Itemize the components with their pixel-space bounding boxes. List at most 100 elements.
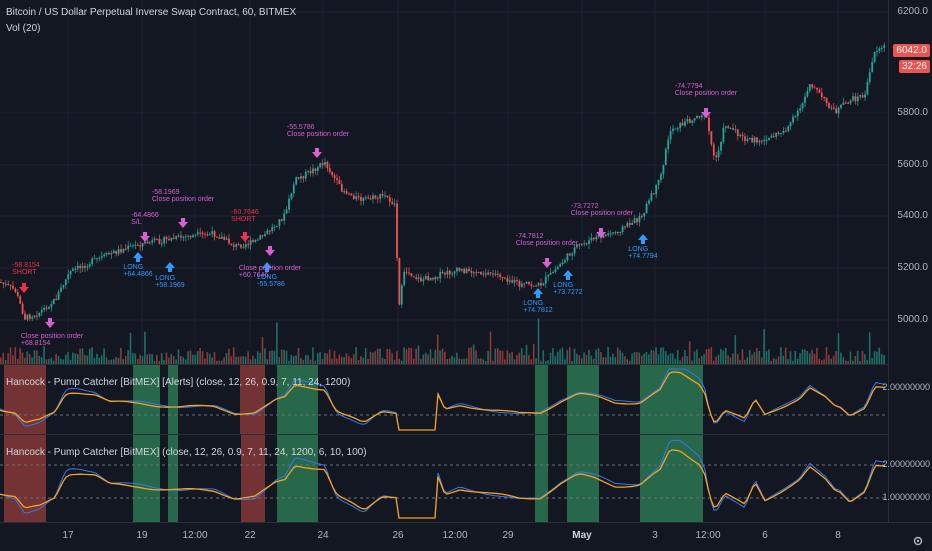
candle-body	[324, 162, 326, 166]
volume-bar	[2, 352, 5, 364]
short-arrow-icon	[19, 283, 29, 293]
stop-loss-annotation: -64.4866 S/L	[131, 212, 159, 226]
green-signal-zone	[567, 365, 599, 434]
pane-separator[interactable]	[0, 364, 889, 365]
volume-bar	[813, 353, 816, 364]
candle-body	[763, 140, 766, 142]
candle-body	[98, 257, 101, 259]
close-arrow-icon	[701, 108, 711, 118]
volume-bar	[847, 360, 849, 364]
candle-body	[372, 195, 374, 200]
volume-bar	[568, 347, 571, 364]
candle-body	[134, 244, 137, 246]
volume-bar	[254, 358, 257, 364]
candle-body	[103, 254, 106, 257]
candle-body	[21, 303, 24, 314]
volume-bar	[134, 353, 137, 364]
volume-bar	[372, 352, 374, 364]
volume-bar	[626, 359, 629, 364]
close-annotation: Close position order +68.8154	[20, 333, 84, 347]
time-label: 3	[652, 530, 658, 541]
volume-bar	[823, 359, 825, 364]
candle-body	[52, 298, 55, 305]
candle-body	[9, 284, 12, 286]
time-label: 29	[502, 530, 514, 541]
candle-body	[664, 149, 667, 165]
volume-bar	[748, 350, 751, 364]
volume-bar	[156, 354, 158, 364]
candle-body	[206, 234, 209, 236]
candle-body	[849, 100, 852, 104]
indicator-chart-2[interactable]	[0, 435, 889, 522]
indicator-pane-2[interactable]: Hancock - Pump Catcher [BitMEX] (close, …	[0, 435, 932, 522]
volume-bar	[712, 360, 715, 364]
volume-bar	[520, 348, 523, 364]
candle-body	[696, 115, 698, 119]
short-arrow-icon	[240, 232, 250, 242]
candle-body	[727, 126, 730, 129]
candle-body	[832, 107, 835, 109]
candle-body	[686, 119, 689, 122]
volume-bar	[331, 358, 333, 364]
time-axis[interactable]: 17 19 12:00 22 24 26 12:00 29 May 3 12:0…	[0, 522, 932, 551]
candle-body	[837, 107, 840, 114]
candle-body	[144, 241, 146, 244]
candle-body	[554, 269, 557, 272]
volume-bar	[408, 347, 410, 364]
volume-bar	[547, 360, 549, 364]
volume-bar	[597, 348, 600, 364]
volume-bar	[446, 359, 449, 364]
candle-body	[739, 134, 742, 136]
volume-bar	[878, 347, 881, 364]
volume-bar	[316, 353, 319, 364]
volume-bar	[225, 353, 228, 364]
volume-bar	[777, 356, 780, 364]
indicator-1-title[interactable]: Hancock - Pump Catcher [BitMEX] [Alerts]…	[6, 377, 351, 388]
volume-bar	[794, 351, 797, 364]
volume-bar	[285, 350, 288, 364]
candle-body	[220, 236, 223, 239]
volume-bar	[544, 360, 547, 364]
close-arrow-icon	[542, 258, 552, 268]
volume-bar	[422, 354, 425, 364]
candle-body	[811, 84, 814, 88]
pane-separator[interactable]	[0, 434, 889, 435]
candle-body	[192, 235, 194, 238]
candle-body	[520, 283, 523, 287]
indicator-pane-1[interactable]: Hancock - Pump Catcher [BitMEX] [Alerts]…	[0, 365, 932, 434]
volume-bar	[681, 356, 684, 364]
volume-label[interactable]: Vol (20)	[6, 23, 41, 34]
candle-body	[842, 102, 845, 105]
candle-body	[136, 244, 139, 246]
volume-bar	[746, 357, 749, 364]
volume-bar	[170, 354, 173, 364]
volume-bar	[729, 357, 732, 364]
candle-body	[86, 266, 89, 268]
volume-bar	[367, 358, 369, 364]
candle-body	[223, 236, 226, 240]
candle-body	[60, 287, 62, 292]
price-axis[interactable]: 6200.0 5800.0 5600.0 5400.0 5200.0 5000.…	[882, 0, 932, 522]
volume-bar	[417, 345, 420, 364]
volume-bar	[612, 353, 614, 364]
indicator-2-title[interactable]: Hancock - Pump Catcher [BitMEX] (close, …	[6, 447, 367, 458]
volume-bar	[657, 354, 660, 364]
candle-body	[122, 248, 125, 253]
volume-bar	[583, 352, 585, 364]
candle-body	[93, 258, 96, 260]
volume-bar	[252, 355, 254, 364]
volume-bar	[40, 357, 43, 364]
red-signal-zone	[241, 435, 265, 522]
candlestick-chart[interactable]	[0, 0, 889, 364]
settings-gear-icon[interactable]	[912, 535, 924, 547]
volume-bar	[160, 353, 163, 364]
symbol-title[interactable]: Bitcoin / US Dollar Perpetual Inverse Sw…	[6, 7, 297, 18]
candle-body	[14, 288, 17, 293]
candle-body	[290, 193, 293, 199]
volume-bar	[816, 347, 818, 364]
volume-bar	[465, 358, 468, 364]
candle-body	[216, 236, 218, 238]
candle-body	[261, 235, 264, 237]
indicator-chart-1[interactable]	[0, 365, 889, 434]
price-pane[interactable]: Bitcoin / US Dollar Perpetual Inverse Sw…	[0, 0, 932, 364]
